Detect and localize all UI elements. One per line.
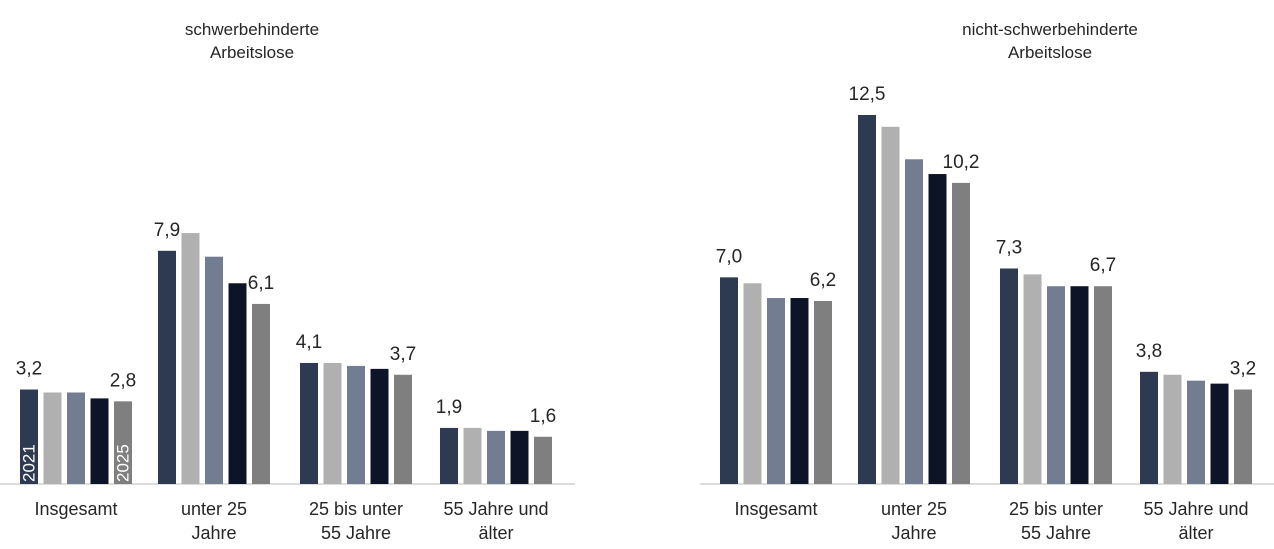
bar: [790, 298, 809, 484]
data-label: 6,2: [810, 270, 836, 291]
bar: [1070, 286, 1089, 484]
data-label: 12,5: [849, 84, 886, 105]
bar: [440, 427, 458, 484]
bar: [43, 392, 62, 484]
bar: [20, 389, 38, 484]
data-label: 4,1: [296, 332, 322, 353]
data-label: 10,2: [943, 152, 980, 173]
data-label: 1,9: [436, 397, 462, 418]
bar: [463, 427, 482, 484]
data-label: 6,1: [248, 273, 274, 294]
bar: [905, 159, 923, 484]
bar: [1234, 389, 1252, 484]
data-label: 2,8: [110, 370, 136, 391]
bar: [205, 256, 223, 484]
bar: [323, 362, 342, 484]
bar: [1187, 380, 1205, 484]
data-label: 6,7: [1090, 255, 1116, 276]
bar: [1210, 383, 1229, 484]
x-tick-label: unter 25 Jahre: [880, 499, 948, 543]
data-label: 7,9: [154, 220, 180, 241]
bar: [720, 277, 738, 484]
panel-title: schwerbehinderte Arbeitslose: [184, 20, 320, 62]
bar: [928, 174, 947, 485]
x-tick-label: Insgesamt: [734, 499, 818, 519]
bar: [814, 300, 832, 484]
bar: [858, 115, 876, 484]
bar: [1023, 274, 1042, 484]
bar: [90, 398, 109, 484]
bar: [394, 374, 412, 484]
bar: [300, 362, 318, 484]
bar: [952, 182, 970, 484]
bar: [1047, 286, 1065, 484]
bar: [743, 283, 762, 484]
bar: [67, 392, 85, 484]
bar: [1000, 268, 1018, 484]
x-tick-label: 55 Jahre und älter: [1143, 499, 1249, 543]
series-label: 2021: [19, 444, 38, 482]
data-label: 7,0: [716, 246, 742, 267]
data-label: 3,2: [16, 359, 42, 380]
bar: [1140, 371, 1158, 484]
x-tick-label: 25 bis unter 55 Jahre: [308, 499, 404, 543]
x-tick-label: 55 Jahre und älter: [443, 499, 549, 543]
bar: [510, 430, 529, 484]
panel-title: nicht-schwerbehinderte Arbeitslose: [962, 20, 1138, 62]
bar: [767, 298, 785, 484]
bar: [881, 126, 900, 485]
bar: [228, 283, 247, 484]
bar: [181, 233, 200, 484]
data-label: 7,3: [996, 238, 1022, 259]
bar: [1094, 286, 1112, 484]
series-label: 2025: [113, 444, 132, 482]
bar: [347, 365, 365, 484]
data-label: 3,7: [390, 344, 416, 365]
data-label: 3,2: [1230, 359, 1256, 380]
bar: [114, 401, 132, 484]
bar: [487, 430, 505, 484]
data-label: 3,8: [1136, 341, 1162, 362]
x-tick-label: 25 bis unter 55 Jahre: [1008, 499, 1104, 543]
bar: [252, 303, 270, 484]
x-tick-label: Insgesamt: [34, 499, 118, 519]
data-label: 1,6: [530, 406, 556, 427]
bar: [534, 436, 552, 484]
bar: [158, 250, 176, 484]
bar: [370, 368, 389, 484]
bar: [1163, 374, 1182, 484]
x-tick-label: unter 25 Jahre: [180, 499, 248, 543]
